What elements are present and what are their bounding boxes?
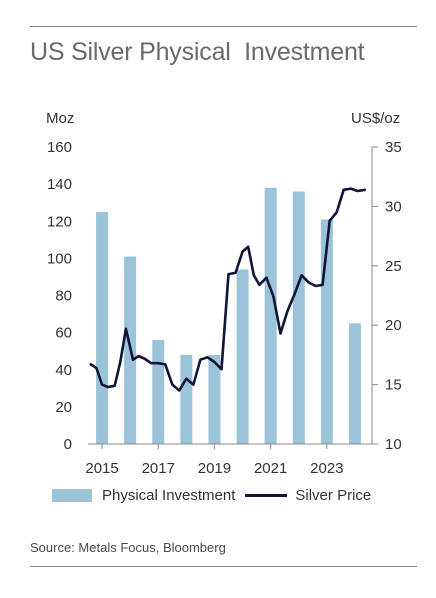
bar xyxy=(152,340,165,444)
left-tick-label: 60 xyxy=(55,325,72,342)
left-tick-label: 100 xyxy=(47,250,72,267)
left-tick-label: 40 xyxy=(55,362,72,379)
left-axis: 0 20 40 60 80 100 120 140 160 xyxy=(47,139,72,453)
right-axis-unit: US$/oz xyxy=(351,110,400,127)
bar xyxy=(180,354,193,444)
bottom-rule xyxy=(30,566,417,567)
right-tick-label: 10 xyxy=(385,436,402,453)
bar xyxy=(292,191,305,444)
x-tick-label: 2015 xyxy=(85,460,118,477)
left-tick-label: 140 xyxy=(47,176,72,193)
legend-swatch-physical-investment xyxy=(52,489,92,502)
source-note: Source: Metals Focus, Bloomberg xyxy=(30,540,226,555)
right-tick-label: 20 xyxy=(385,317,402,334)
right-tick-label: 25 xyxy=(385,258,402,275)
left-tick-label: 80 xyxy=(55,288,72,305)
right-tick-label: 15 xyxy=(385,377,402,394)
line-series xyxy=(89,187,367,392)
bar xyxy=(264,187,277,444)
left-axis-unit: Moz xyxy=(46,110,74,127)
bar xyxy=(208,354,221,444)
left-tick-label: 20 xyxy=(55,399,72,416)
chart-title: US Silver Physical Investment xyxy=(30,38,365,66)
bar-series xyxy=(96,187,361,444)
right-tick-label: 30 xyxy=(385,198,402,215)
left-tick-label: 160 xyxy=(47,139,72,156)
bar xyxy=(236,269,249,444)
right-axis: 10 15 20 25 30 35 xyxy=(371,139,402,453)
legend-label-physical-investment: Physical Investment xyxy=(102,487,236,504)
silver-price-line xyxy=(89,187,367,392)
left-tick-label: 120 xyxy=(47,213,72,230)
left-tick-label: 0 xyxy=(64,436,72,453)
bar xyxy=(96,211,109,444)
x-tick-label: 2017 xyxy=(142,460,175,477)
x-axis: 2015 2017 2019 2021 2023 xyxy=(85,443,372,477)
x-tick-label: 2023 xyxy=(310,460,343,477)
right-tick-label: 35 xyxy=(385,139,402,156)
x-tick-label: 2019 xyxy=(198,460,231,477)
top-rule xyxy=(30,26,417,27)
x-tick-label: 2021 xyxy=(254,460,287,477)
legend-swatch-silver-price xyxy=(245,494,288,497)
legend-label-silver-price: Silver Price xyxy=(295,487,372,504)
legend: Physical Investment Silver Price xyxy=(52,487,371,504)
bar xyxy=(348,323,361,444)
